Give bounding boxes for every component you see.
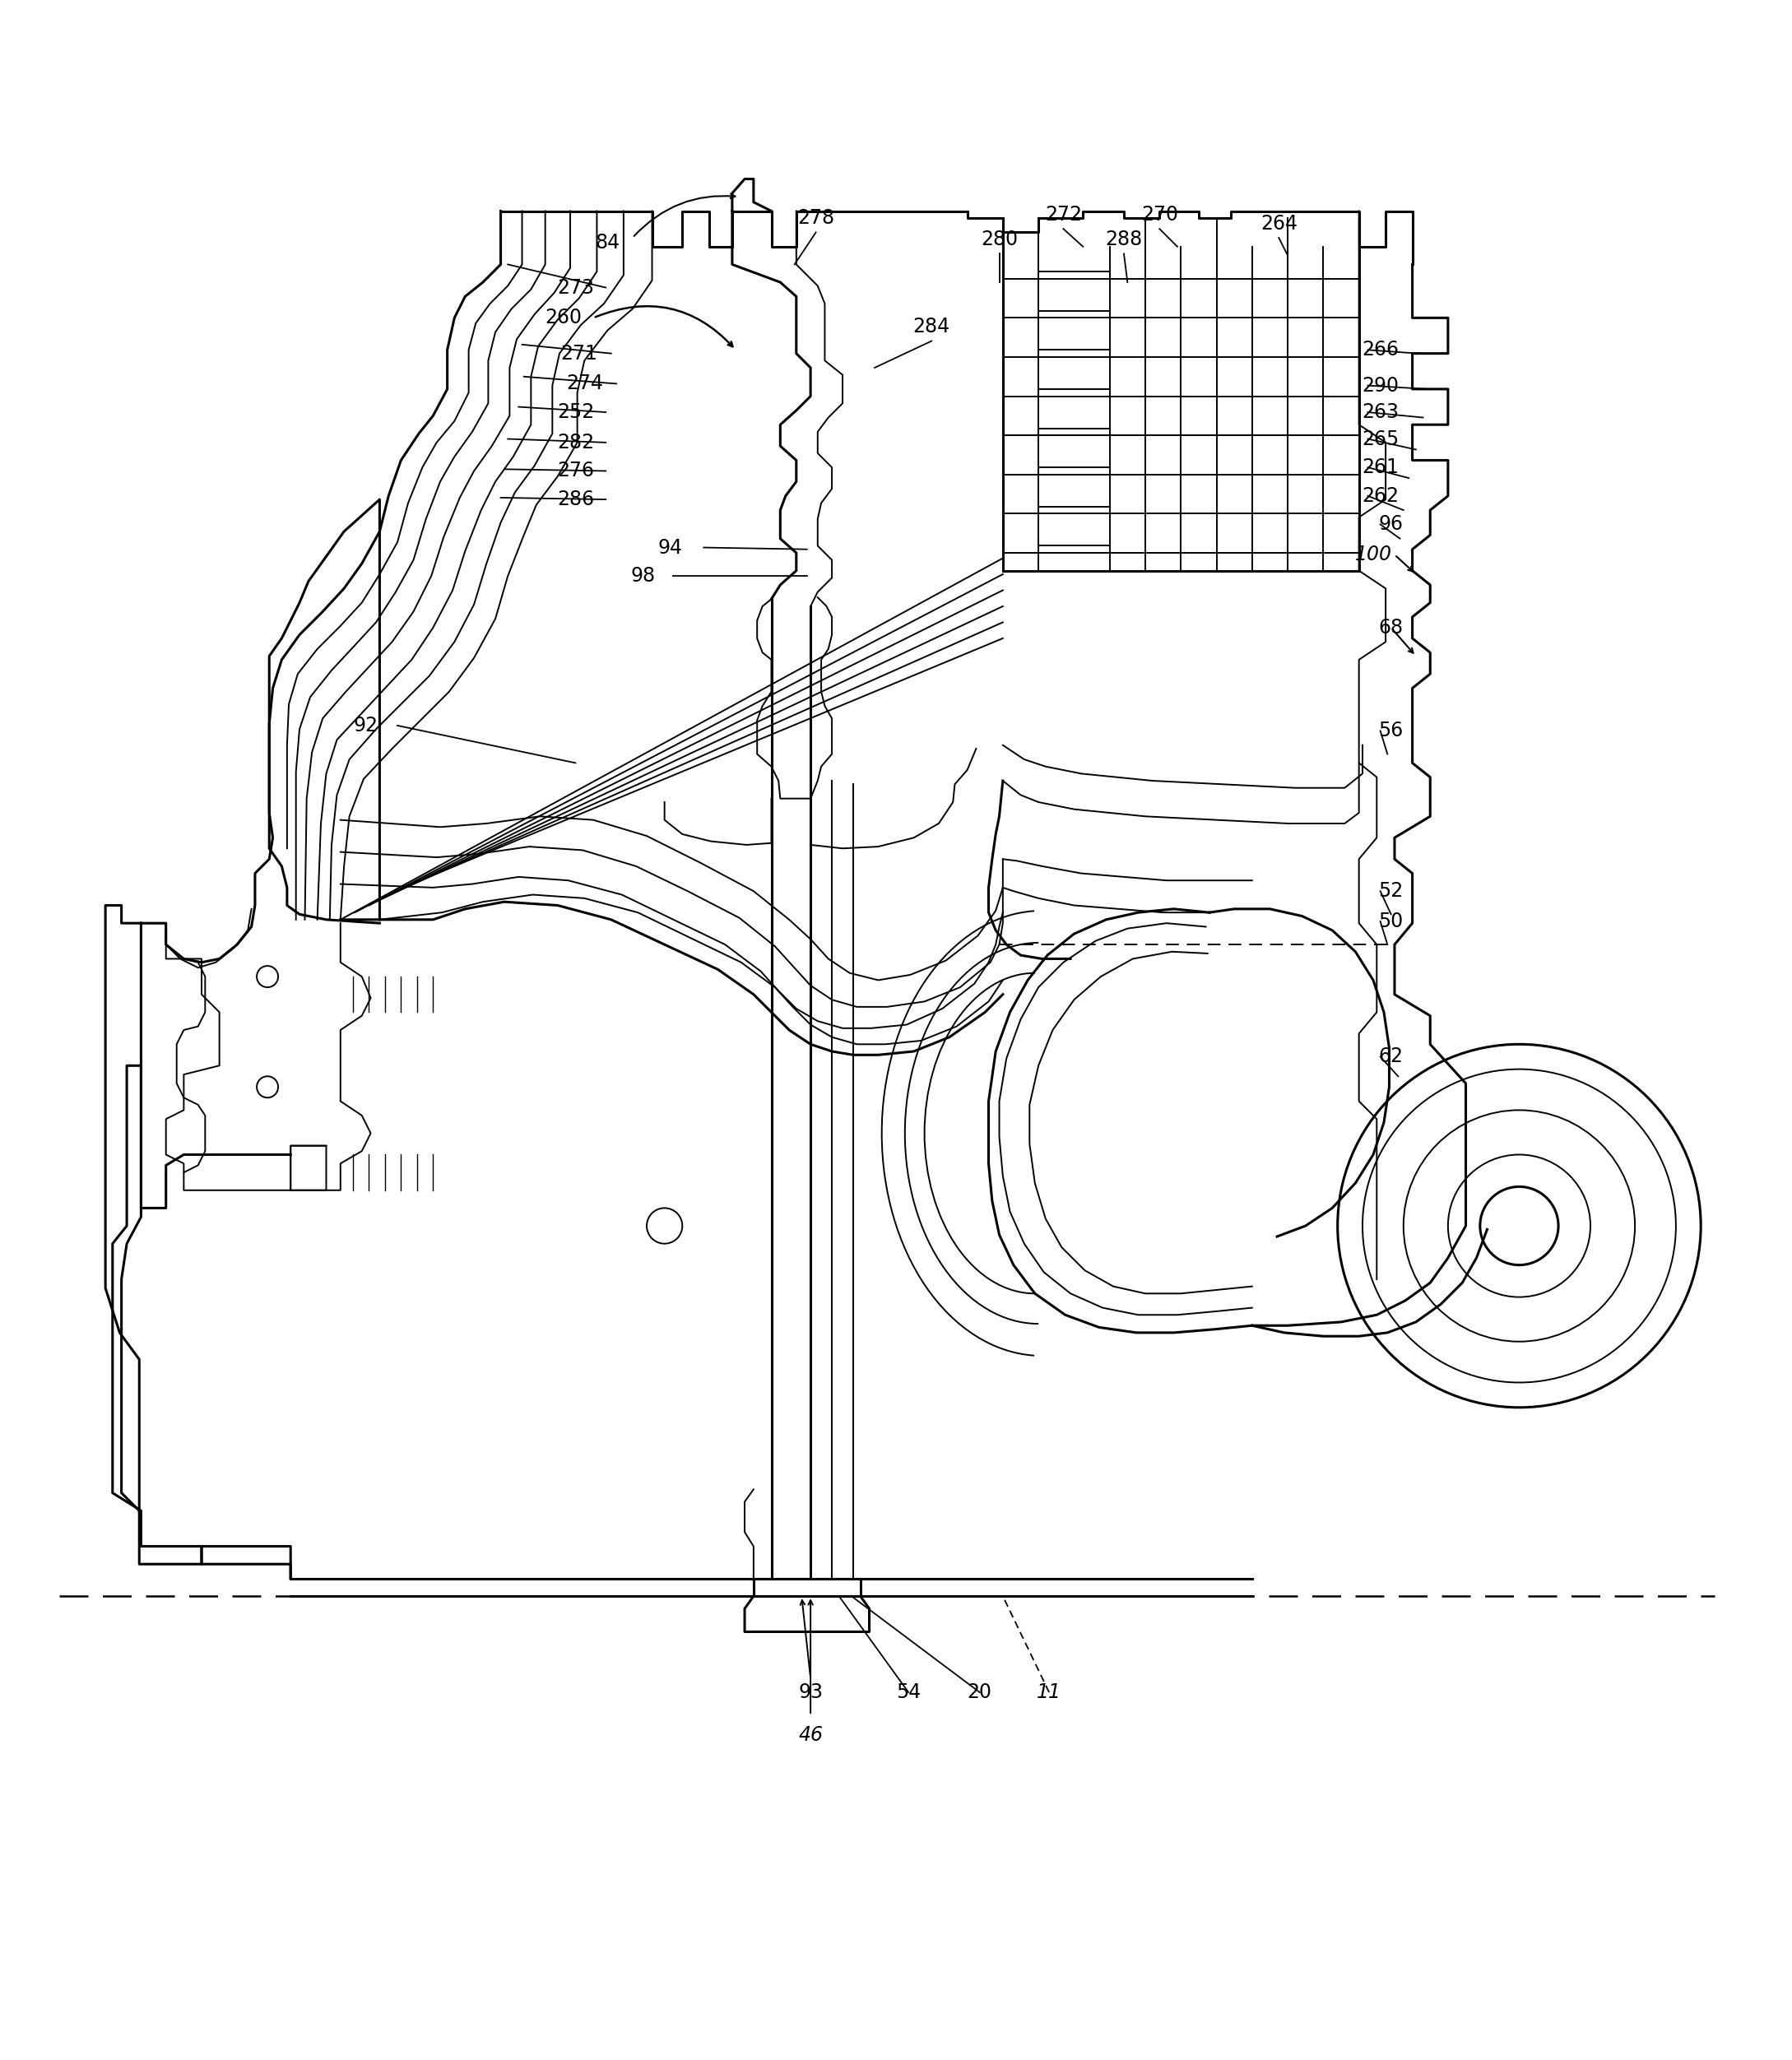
Text: 290: 290 (1362, 375, 1400, 396)
Text: 56: 56 (1378, 721, 1403, 742)
Text: 263: 263 (1362, 402, 1400, 422)
Text: 261: 261 (1362, 457, 1400, 478)
Text: 272: 272 (1045, 204, 1082, 225)
Text: 265: 265 (1362, 428, 1400, 449)
Text: 96: 96 (1378, 515, 1403, 534)
Circle shape (256, 966, 278, 987)
Text: 94: 94 (658, 538, 683, 558)
Text: 273: 273 (557, 278, 593, 297)
Text: 286: 286 (557, 490, 595, 509)
Circle shape (256, 1075, 278, 1098)
Text: 54: 54 (896, 1683, 921, 1702)
Text: 264: 264 (1260, 214, 1297, 233)
Text: 252: 252 (557, 402, 595, 422)
Text: 68: 68 (1378, 618, 1403, 637)
Text: 11: 11 (1038, 1683, 1061, 1702)
Text: 52: 52 (1378, 882, 1403, 900)
Text: 266: 266 (1362, 340, 1400, 360)
Text: 92: 92 (353, 715, 378, 735)
Text: 84: 84 (595, 233, 620, 253)
Text: 284: 284 (914, 317, 950, 336)
Text: 274: 274 (566, 373, 602, 393)
Text: 98: 98 (631, 566, 656, 585)
Text: 278: 278 (797, 208, 835, 229)
Text: 62: 62 (1378, 1046, 1403, 1067)
Text: 276: 276 (557, 461, 593, 480)
Text: 20: 20 (968, 1683, 993, 1702)
Circle shape (647, 1207, 683, 1244)
Text: 270: 270 (1142, 204, 1177, 225)
Bar (754, 1578, 860, 1596)
Text: 288: 288 (1106, 229, 1143, 249)
Text: 93: 93 (797, 1683, 823, 1702)
Text: 282: 282 (557, 433, 595, 453)
Text: 271: 271 (561, 344, 597, 363)
Text: 46: 46 (797, 1724, 823, 1745)
Text: 50: 50 (1378, 911, 1403, 931)
Text: 260: 260 (545, 309, 582, 328)
Text: 280: 280 (980, 229, 1018, 249)
Text: 100: 100 (1355, 544, 1392, 564)
Text: 262: 262 (1362, 486, 1400, 507)
